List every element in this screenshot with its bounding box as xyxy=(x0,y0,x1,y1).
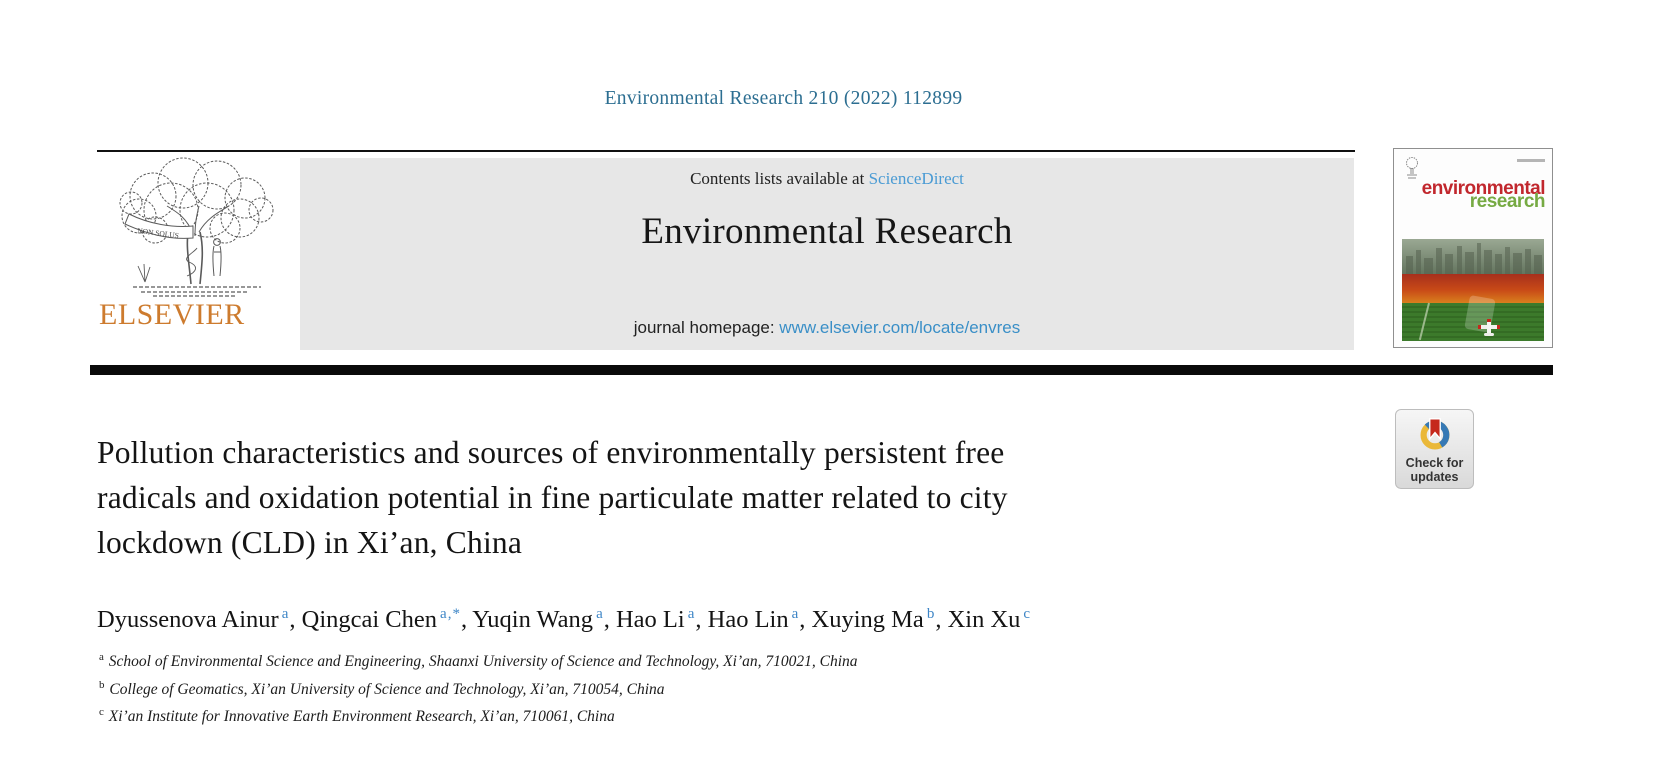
cover-title: environmental research xyxy=(1421,178,1546,212)
author: Hao Lin a xyxy=(707,606,800,634)
author: Xin Xu c xyxy=(947,606,1032,634)
article-title-line: lockdown (CLD) in Xi’an, China xyxy=(97,525,523,560)
author: Dyussenova Ainur a xyxy=(97,606,290,634)
citation-link[interactable]: Environmental Research 210 (2022) 112899 xyxy=(604,88,963,109)
badge-label-line1: Check for xyxy=(1405,456,1464,470)
cover-word-environmental: environmental xyxy=(1421,178,1546,199)
cover-green-field-band xyxy=(1402,295,1544,341)
header-top-rule xyxy=(97,150,1355,152)
article-title: Pollution characteristics and sources of… xyxy=(97,430,1297,565)
article-title-line: radicals and oxidation potential in fine… xyxy=(97,480,1008,515)
check-for-updates-icon xyxy=(1420,418,1449,450)
cover-skyline-band xyxy=(1402,239,1544,274)
cover-word-research: research xyxy=(1469,191,1546,212)
cover-field-track xyxy=(1418,303,1430,341)
author: Xuying Ma b xyxy=(811,606,936,634)
contents-line-prefix: Contents lists available at xyxy=(690,169,869,188)
contents-line: Contents lists available at ScienceDirec… xyxy=(300,169,1354,189)
journal-banner: Contents lists available at ScienceDirec… xyxy=(300,158,1354,350)
affiliation: c Xi’an Institute for Innovative Earth E… xyxy=(99,706,615,726)
author: Hao Li a xyxy=(615,606,696,634)
badge-label-line2: updates xyxy=(1410,470,1459,484)
elsevier-logo: NON SOLUS ELSEVIER xyxy=(99,154,289,334)
elsevier-wordmark: ELSEVIER xyxy=(99,298,245,331)
section-divider-bar xyxy=(90,365,1553,375)
journal-cover-thumbnail[interactable]: environmental research xyxy=(1393,148,1553,348)
homepage-line: journal homepage: www.elsevier.com/locat… xyxy=(300,318,1354,338)
homepage-label: journal homepage: xyxy=(633,318,780,337)
author: Yuqin Wang a xyxy=(472,606,604,634)
sciencedirect-link[interactable]: ScienceDirect xyxy=(868,169,964,188)
elsevier-tree-icon: NON SOLUS xyxy=(119,157,274,297)
journal-title: Environmental Research xyxy=(641,211,1013,252)
homepage-link[interactable]: www.elsevier.com/locate/envres xyxy=(779,318,1021,337)
affiliation: a School of Environmental Science and En… xyxy=(99,651,858,671)
affiliation: b College of Geomatics, Xi’an University… xyxy=(99,678,665,698)
cover-plane-icon xyxy=(1477,319,1500,337)
author: Qingcai Chen a,* xyxy=(301,606,461,634)
cover-red-field-band xyxy=(1402,273,1544,304)
cover-issn-text xyxy=(1517,159,1545,162)
cover-mini-tree-icon xyxy=(1406,157,1418,179)
citation-line-wrap: Environmental Research 210 (2022) 112899 xyxy=(97,88,1470,110)
article-title-line: Pollution characteristics and sources of… xyxy=(97,435,1005,470)
cover-photo xyxy=(1402,239,1544,341)
author-list: Dyussenova Ainur a, Qingcai Chen a,*, Yuqi… xyxy=(97,606,1032,634)
check-for-updates-badge[interactable]: Check for updates xyxy=(1395,409,1474,489)
affiliation-list: a School of Environmental Science and En… xyxy=(99,646,1349,729)
